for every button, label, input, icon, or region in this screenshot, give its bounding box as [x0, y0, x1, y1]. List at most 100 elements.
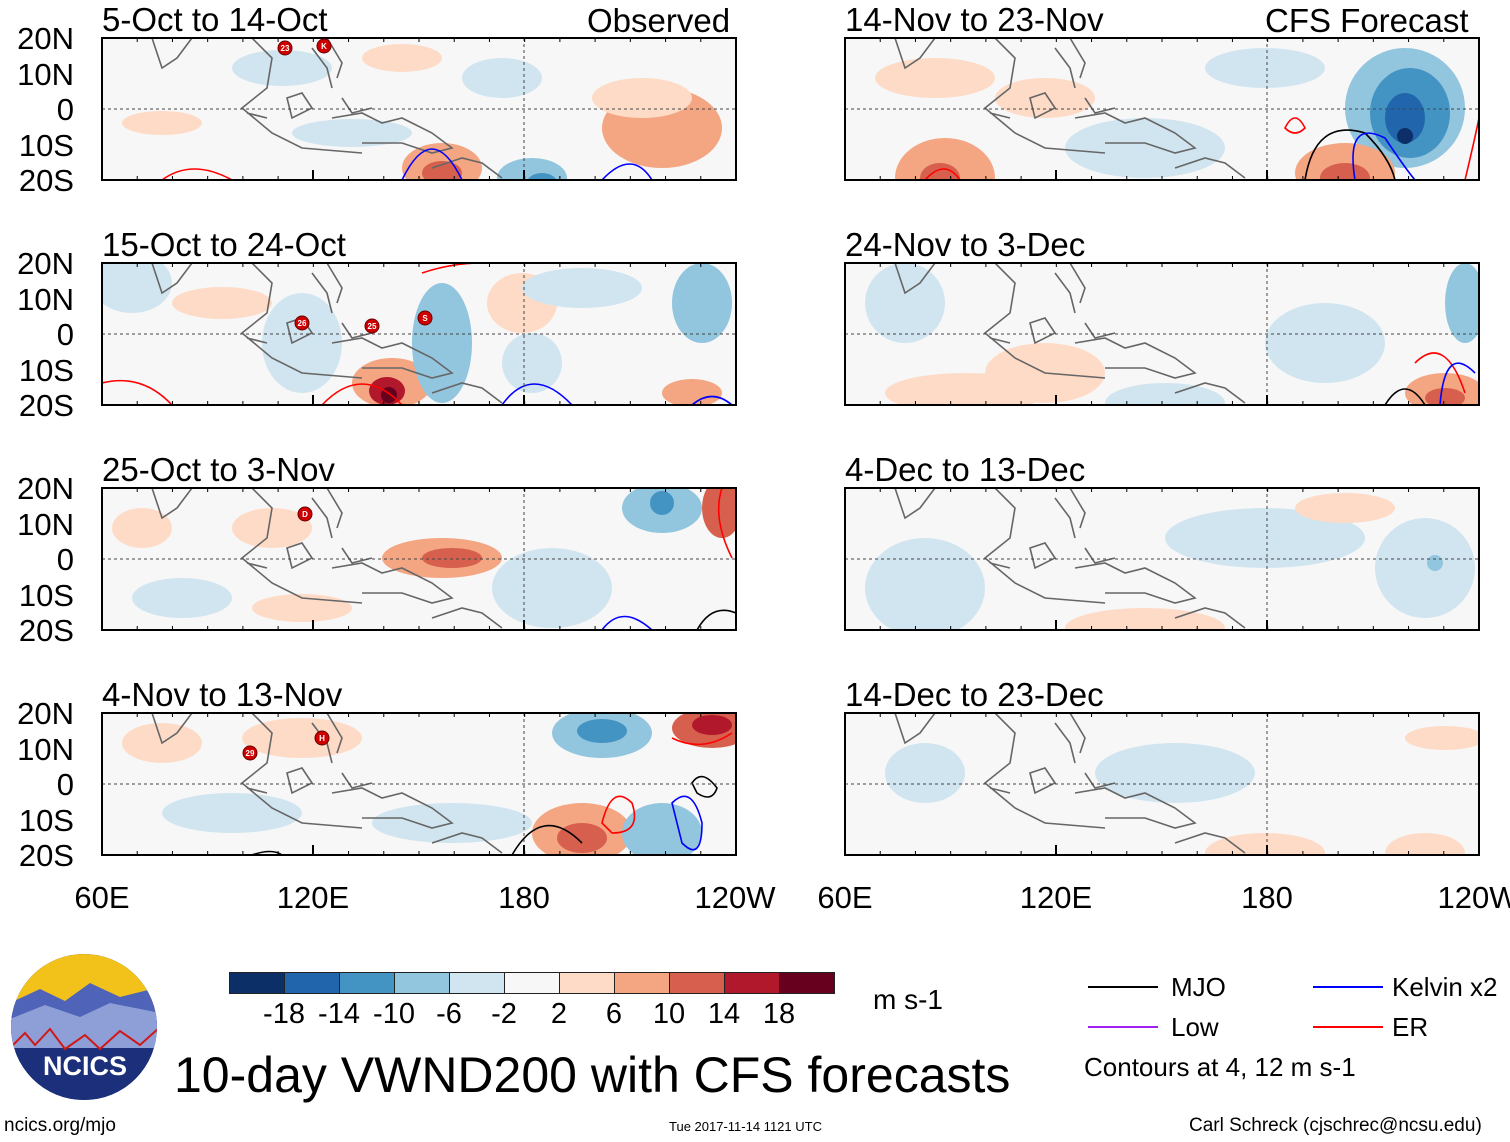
lon-label: 120E [1019, 880, 1093, 915]
lat-label: 10N [17, 506, 74, 542]
wave-contour [321, 383, 403, 405]
colorbar-tick-label: 6 [605, 998, 623, 1030]
anomaly-region [412, 283, 472, 403]
colorbar-swatch [724, 972, 780, 994]
colorbar-swatch [559, 972, 615, 994]
lat-label: 10N [17, 281, 74, 317]
footer-timestamp: Tue 2017-11-14 1121 UTC [669, 1119, 822, 1134]
lat-label: 10N [17, 731, 74, 767]
lon-label: 180 [498, 880, 550, 915]
colorbar-tick-label: -18 [263, 998, 305, 1030]
storm-label: 25 [368, 322, 377, 331]
wave-contour [671, 732, 733, 746]
legend-line-mjo [1088, 986, 1158, 988]
colorbar-tick-label: -6 [436, 998, 462, 1030]
wave-contour [671, 795, 703, 851]
colorbar-tick-label: -2 [491, 998, 517, 1030]
anomaly-region [672, 263, 732, 343]
anomaly-region [1095, 743, 1255, 803]
forecast-header: CFS Forecast [1265, 2, 1469, 39]
colorbar-swatch [779, 972, 835, 994]
tropical-cyclone-marker: 25 [364, 318, 380, 334]
lat-label: 10S [18, 127, 74, 163]
lon-label: 120W [694, 880, 776, 915]
anomaly-region [865, 263, 945, 343]
forecast-3-panel-title: 14-Dec to 23-Dec [845, 676, 1104, 713]
anomaly-region [1320, 163, 1370, 180]
legend-line-kelvin [1313, 986, 1383, 988]
observed-3-map-panel: 29 H [101, 712, 737, 856]
legend-label-er: ER [1392, 1012, 1429, 1042]
anomaly-region [1065, 118, 1225, 178]
wave-contour [401, 148, 463, 180]
anomaly-region [172, 287, 272, 319]
anomaly-region [662, 379, 722, 405]
tropical-cyclone-marker: H [314, 730, 330, 746]
observed-2-panel-title: 25-Oct to 3-Nov [102, 451, 335, 488]
wave-contour [1352, 132, 1416, 180]
colorbar-tick-label: 10 [652, 998, 686, 1030]
colorbar-tick-label: 18 [762, 998, 796, 1030]
coastline [151, 488, 503, 629]
lat-label: 10S [18, 577, 74, 613]
lat-label: 0 [56, 92, 74, 127]
anomaly-region [422, 548, 482, 568]
lat-label: 20N [17, 696, 74, 731]
footer-url[interactable]: ncics.org/mjo [4, 1115, 116, 1136]
observed-header: Observed [587, 2, 731, 39]
colorbar-swatch [504, 972, 560, 994]
anomaly-region [1295, 493, 1395, 523]
anomaly-region [1445, 263, 1479, 343]
wave-contour [696, 609, 736, 630]
anomaly-region [1205, 48, 1325, 88]
units-label: m s-1 [873, 984, 943, 1015]
anomaly-region [1385, 93, 1425, 143]
tropical-cyclone-marker: K [316, 38, 332, 54]
anomaly-region [1397, 128, 1413, 144]
coastline [894, 488, 1246, 629]
forecast-2-map-panel [844, 487, 1480, 631]
wave-contour [601, 163, 653, 180]
anomaly-region [692, 715, 732, 735]
wave-contour [102, 379, 173, 405]
wave-contour [1304, 129, 1396, 180]
storm-label: 23 [281, 44, 290, 53]
lon-label: 120W [1437, 880, 1510, 915]
footer-author: Carl Schreck (cjschrec@ncsu.edu) [1189, 1115, 1482, 1136]
anomaly-region [492, 548, 612, 628]
lat-label: 0 [56, 767, 74, 802]
anomaly-region [577, 719, 627, 743]
wave-contour [161, 168, 233, 180]
observed-2-map-panel: D [101, 487, 737, 631]
colorbar-swatch [614, 972, 670, 994]
tropical-cyclone-marker: D [297, 506, 313, 522]
legend-label-kelvin: Kelvin x2 [1392, 972, 1498, 1002]
anomaly-region [462, 58, 542, 98]
anomaly-region [592, 78, 692, 118]
legend-label-mjo: MJO [1171, 972, 1226, 1002]
wave-contour [691, 775, 718, 798]
anomaly-region [650, 491, 674, 515]
anomaly-region [242, 718, 362, 758]
lat-label: 20S [18, 613, 74, 648]
anomaly-region [522, 268, 642, 308]
contour-note: Contours at 4, 12 m s-1 [1084, 1052, 1356, 1082]
wave-contour [601, 795, 636, 834]
wave-contour [924, 168, 961, 180]
figure-title: 10-day VWND200 with CFS forecasts [174, 1047, 1011, 1103]
anomaly-region [885, 373, 1045, 405]
legend-line-er [1313, 1026, 1383, 1028]
colorbar-swatch [449, 972, 505, 994]
anomaly-region [1065, 608, 1225, 630]
ncics-logo: NCICS [11, 954, 157, 1100]
coastline [894, 38, 1246, 179]
coastline [151, 263, 503, 404]
colorbar-swatch [394, 972, 450, 994]
anomaly-region [1265, 303, 1385, 383]
coastline [151, 38, 503, 179]
observed-1-map-panel: 26 25 S [101, 262, 737, 406]
anomaly-region [865, 538, 985, 630]
storm-label: H [319, 734, 325, 743]
anomaly-region [362, 44, 442, 72]
legend-line-low [1088, 1026, 1158, 1028]
